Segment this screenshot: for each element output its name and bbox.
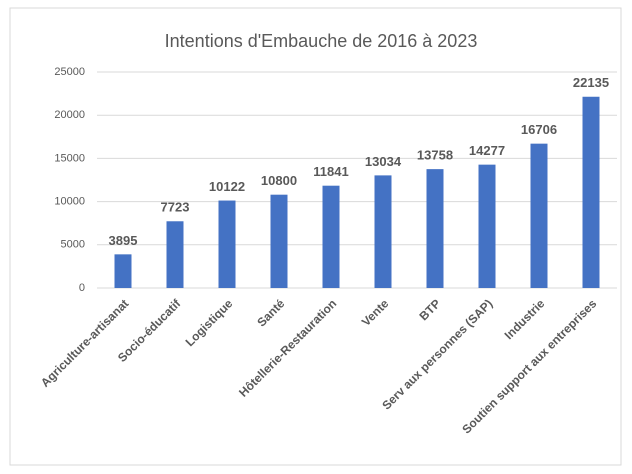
chart-border — [9, 7, 622, 466]
data-label: 13034 — [365, 154, 402, 169]
y-tick-label: 5000 — [61, 239, 85, 251]
bar — [582, 96, 600, 288]
bar — [478, 164, 496, 288]
data-label: 7723 — [161, 200, 190, 215]
data-label: 13758 — [417, 148, 453, 163]
y-tick-label: 10000 — [54, 196, 85, 208]
bar — [426, 169, 444, 288]
data-label: 10800 — [261, 173, 297, 188]
bar — [114, 254, 132, 288]
bar — [270, 194, 288, 288]
bar — [166, 221, 184, 288]
data-label: 10122 — [209, 179, 245, 194]
data-label: 3895 — [109, 233, 138, 248]
y-tick-label: 20000 — [54, 109, 85, 121]
data-label: 22135 — [573, 75, 609, 90]
bar — [322, 185, 340, 288]
bar — [530, 143, 548, 288]
y-tick-label: 25000 — [54, 66, 85, 78]
bar — [218, 200, 236, 288]
data-label: 11841 — [313, 164, 348, 179]
data-label: 14277 — [469, 143, 505, 158]
chart-title: Intentions d'Embauche de 2016 à 2023 — [165, 31, 478, 51]
y-tick-label: 0 — [79, 282, 85, 294]
data-label: 16706 — [521, 122, 557, 137]
bar — [374, 175, 392, 288]
y-tick-label: 15000 — [54, 152, 85, 164]
